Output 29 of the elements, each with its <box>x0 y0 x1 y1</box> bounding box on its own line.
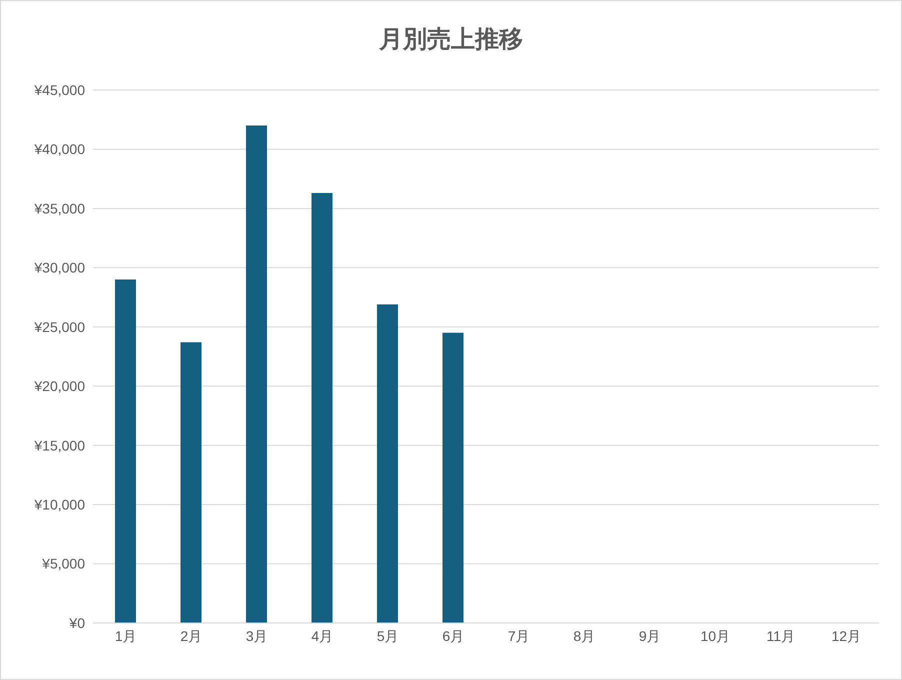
chart-title: 月別売上推移 <box>378 25 524 55</box>
y-tick-label: ¥30,000 <box>33 260 86 276</box>
x-tick-label: 4月 <box>311 628 334 644</box>
x-tick-label: 10月 <box>700 628 730 644</box>
y-tick-label: ¥40,000 <box>33 141 86 158</box>
bar <box>442 332 464 623</box>
x-tick-label: 9月 <box>638 628 661 644</box>
y-tick-label: ¥5,000 <box>41 556 86 572</box>
y-tick-label: ¥20,000 <box>33 378 86 394</box>
x-tick-label: 8月 <box>573 628 596 644</box>
y-tick-label: ¥45,000 <box>33 82 86 98</box>
x-tick-label: 12月 <box>831 628 862 644</box>
bar <box>312 193 332 623</box>
x-tick-label: 6月 <box>442 628 464 644</box>
bar <box>377 304 398 623</box>
bar <box>246 126 267 623</box>
x-tick-label: 2月 <box>180 628 202 644</box>
y-tick-label: ¥0 <box>68 614 86 631</box>
x-tick-label: 5月 <box>376 628 399 644</box>
y-tick-label: ¥10,000 <box>33 496 86 513</box>
y-tick-label: ¥35,000 <box>33 200 86 216</box>
y-tick-label: ¥15,000 <box>33 437 86 454</box>
bar <box>115 280 136 623</box>
x-tick-label: 1月 <box>114 628 137 644</box>
x-tick-label: 11月 <box>766 628 796 644</box>
y-tick-label: ¥25,000 <box>33 318 86 335</box>
bar <box>180 342 202 623</box>
x-tick-label: 7月 <box>508 628 530 644</box>
x-tick-label: 3月 <box>246 628 268 644</box>
